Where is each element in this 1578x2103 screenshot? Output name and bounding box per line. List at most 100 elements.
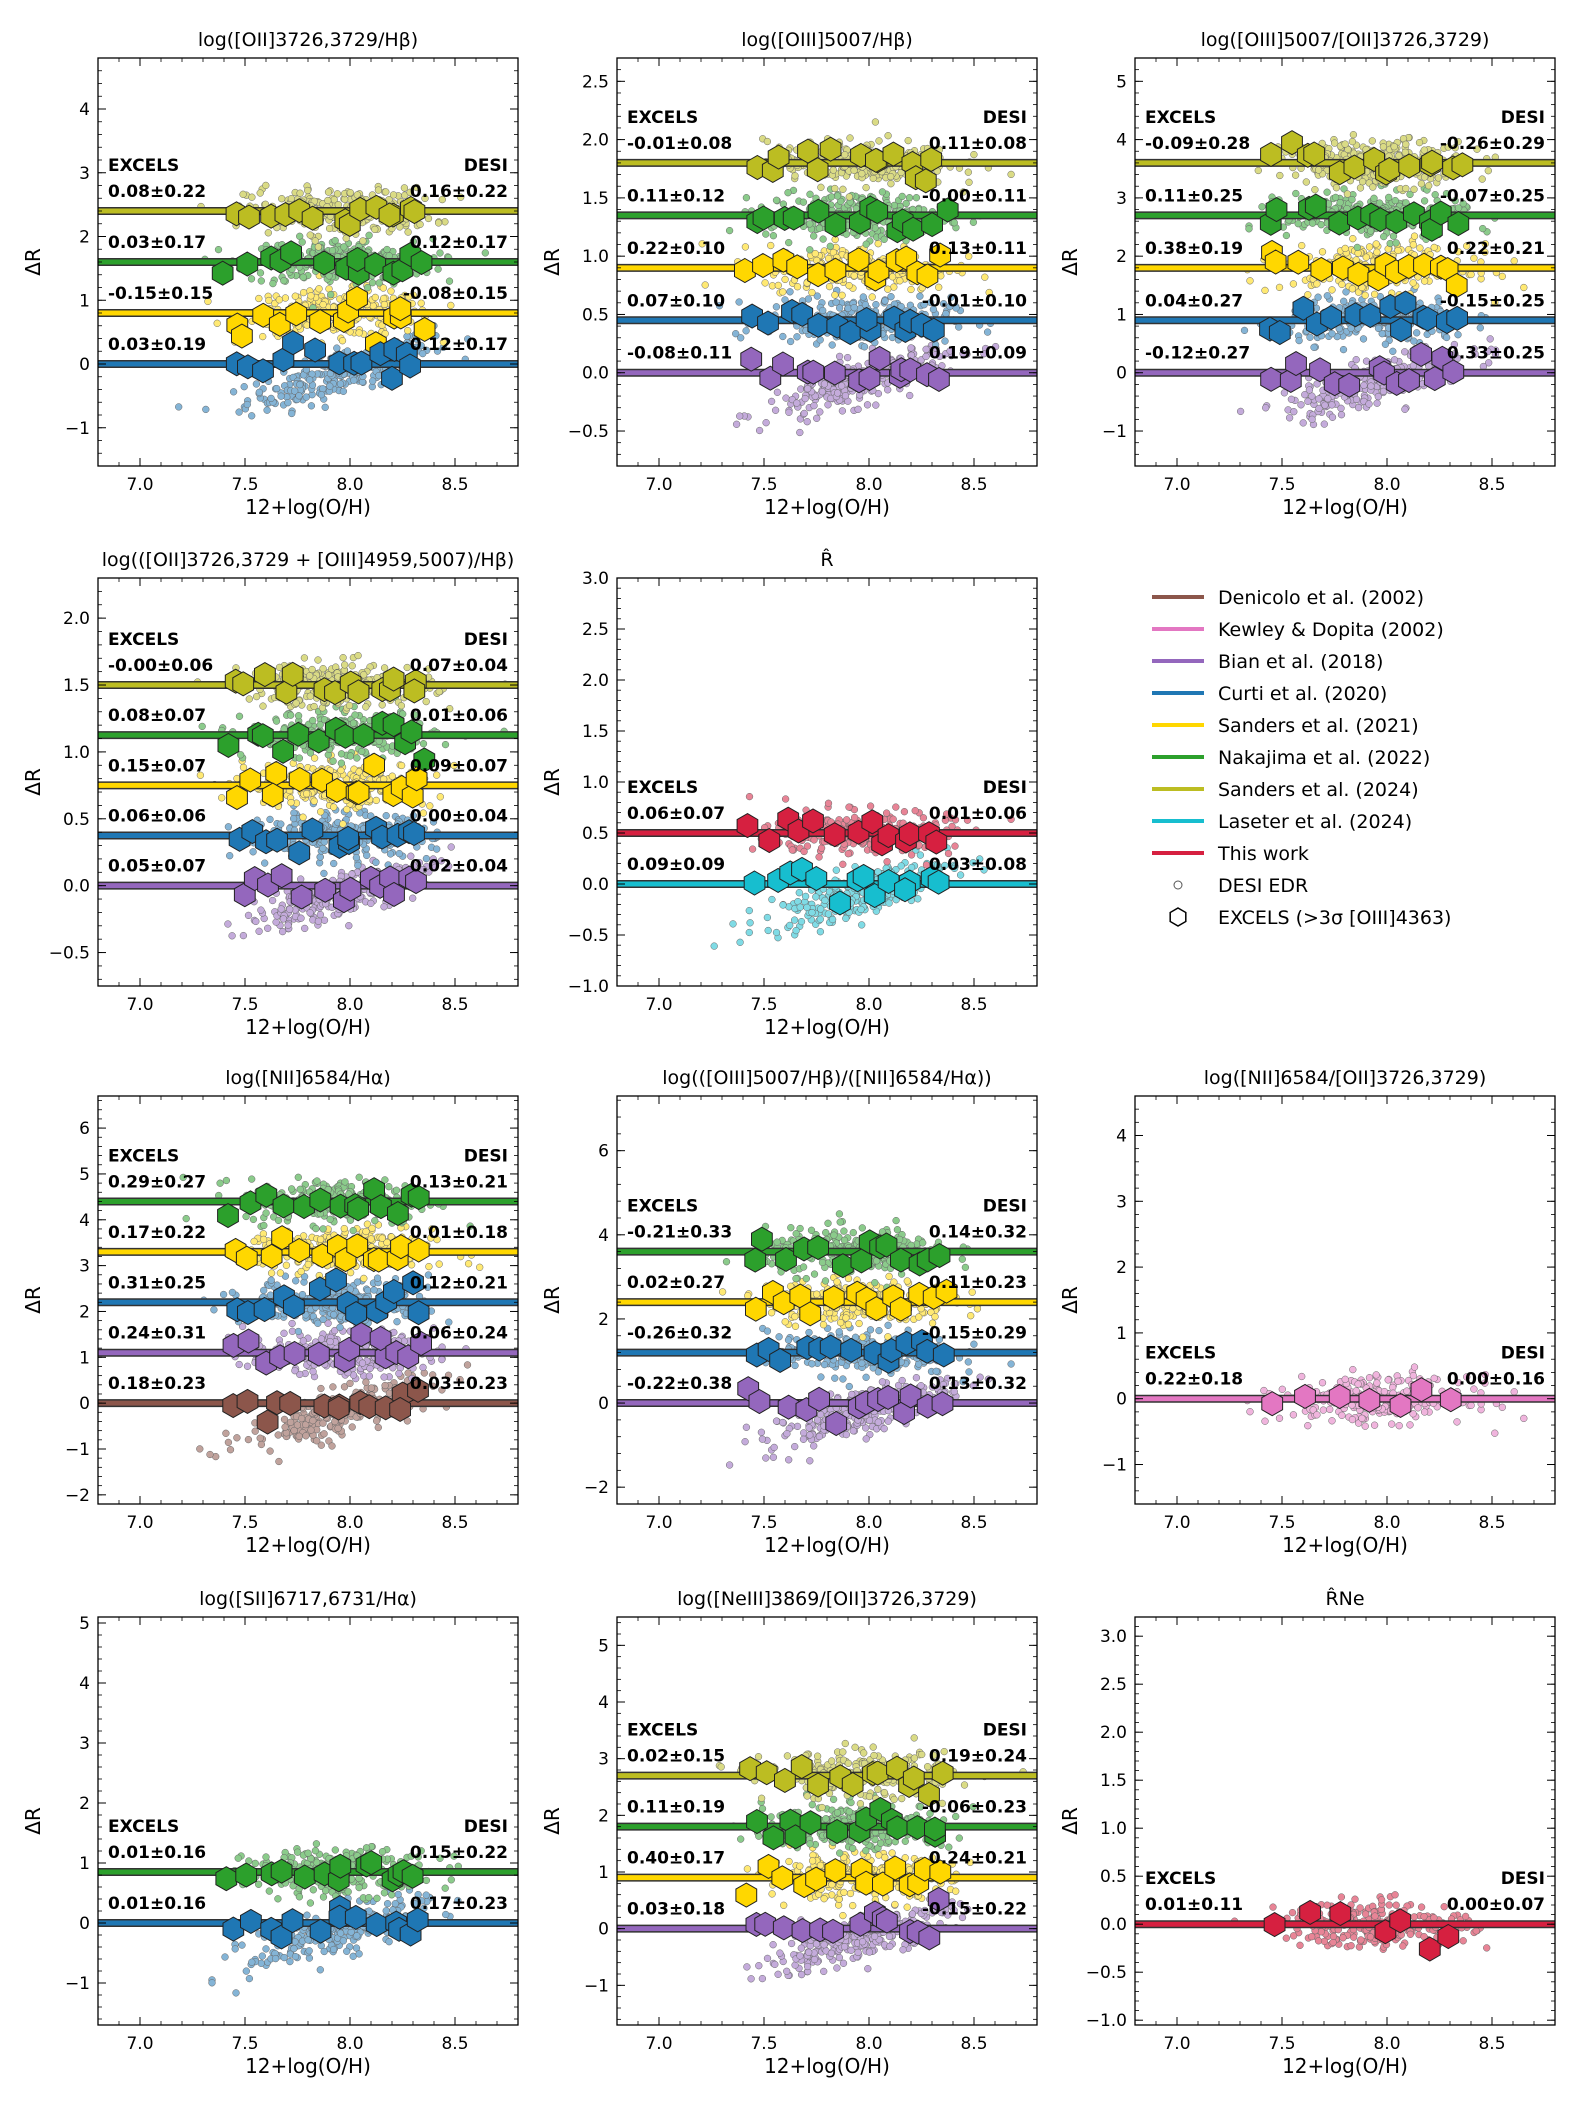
excels-point (413, 316, 436, 342)
desi-point (371, 293, 379, 302)
excels-point (252, 302, 275, 328)
y-tick-label: 0.5 (582, 305, 609, 325)
desi-point (1369, 183, 1377, 191)
desi-point (1356, 184, 1365, 192)
desi-point (838, 291, 846, 299)
desi-point (319, 300, 327, 309)
desi-point (1402, 140, 1410, 148)
excels-stat: 0.11±0.12 (627, 186, 725, 206)
desi-point (320, 869, 328, 878)
desi-point (204, 297, 212, 306)
desi-point (367, 899, 375, 908)
desi-point (346, 189, 354, 197)
y-tick-label: 3 (79, 164, 90, 184)
desi-point (1261, 286, 1269, 295)
desi-point (874, 240, 882, 248)
desi-point (701, 281, 709, 289)
desi-point (295, 392, 303, 400)
y-tick-label: 2 (79, 228, 90, 248)
desi-point (1476, 324, 1484, 332)
desi-point (441, 218, 449, 226)
desi-point (810, 402, 818, 410)
desi-point (1285, 414, 1294, 422)
excels-stat: 0.22±0.10 (627, 239, 725, 259)
label-excels: EXCELS (627, 108, 698, 128)
desi-point (248, 412, 256, 420)
plot-area (98, 651, 518, 940)
desi-point (259, 332, 267, 341)
desi-point (1299, 419, 1307, 427)
desi-point (1317, 221, 1325, 229)
desi-point (887, 172, 895, 181)
desi-point (1372, 240, 1380, 248)
desi-point (1365, 400, 1373, 408)
excels-point (740, 346, 763, 372)
excels-point (285, 301, 308, 327)
desi-point (926, 298, 935, 307)
desi-point (884, 386, 892, 394)
desi-point (863, 401, 872, 409)
desi-point (1311, 186, 1319, 194)
desi-point (368, 279, 377, 287)
desi-point (1420, 277, 1429, 285)
y-tick-label: 5 (1116, 72, 1127, 92)
desi-point (1401, 405, 1409, 413)
desi-point (256, 269, 265, 277)
desi-point (820, 380, 829, 388)
excels-hexagons (225, 330, 421, 391)
desi-point (797, 385, 805, 393)
desi-point (774, 281, 782, 290)
desi-point (307, 292, 315, 300)
label-desi: DESI (1501, 108, 1545, 128)
desi-point (801, 394, 809, 403)
desi-point (1007, 170, 1015, 179)
desi-point (763, 137, 772, 146)
y-tick-label: 2.0 (582, 131, 609, 151)
desi-point (784, 189, 792, 197)
desi-point (902, 199, 910, 208)
desi-point (314, 243, 323, 251)
excels-point (301, 205, 324, 231)
y-tick-label: 1 (1116, 305, 1127, 325)
desi-point (813, 414, 821, 422)
excels-point (231, 323, 253, 349)
desi-point (1374, 392, 1382, 401)
y-axis-label: ΔR (540, 248, 564, 276)
desi-point (273, 384, 281, 393)
excels-hexagons (211, 240, 433, 286)
desi-point (1442, 333, 1451, 342)
desi-point (326, 382, 334, 390)
desi-point (742, 194, 751, 202)
excels-stat: -0.12±0.27 (1145, 344, 1250, 364)
excels-stat: 0.08±0.22 (108, 182, 206, 202)
desi-point (935, 283, 943, 291)
desi-point (838, 382, 846, 390)
desi-point (447, 843, 455, 851)
desi-point (1352, 356, 1360, 364)
desi-point (833, 389, 842, 397)
desi-point (1348, 285, 1357, 293)
desi-point (1328, 401, 1336, 409)
desi-point (736, 412, 744, 420)
desi-point (965, 178, 973, 186)
excels-point (238, 204, 260, 230)
desi-point (265, 296, 273, 305)
desi-point (1420, 197, 1429, 205)
desi-point (296, 189, 304, 197)
excels-point (309, 309, 331, 335)
desi-point (819, 235, 827, 243)
desi-point (1313, 280, 1321, 288)
desi-point (252, 917, 260, 926)
desi-point (1254, 166, 1262, 175)
desi-point (799, 198, 808, 206)
desi-point (319, 844, 327, 853)
desi-point (845, 281, 853, 290)
desi-point (786, 337, 795, 346)
desi-point (264, 924, 272, 932)
desi-point (297, 875, 305, 883)
y-tick-label: 2 (1116, 247, 1127, 267)
desi-point (829, 166, 837, 174)
label-excels: EXCELS (108, 156, 179, 176)
desi-point (1314, 166, 1323, 174)
desi-point (338, 337, 347, 345)
